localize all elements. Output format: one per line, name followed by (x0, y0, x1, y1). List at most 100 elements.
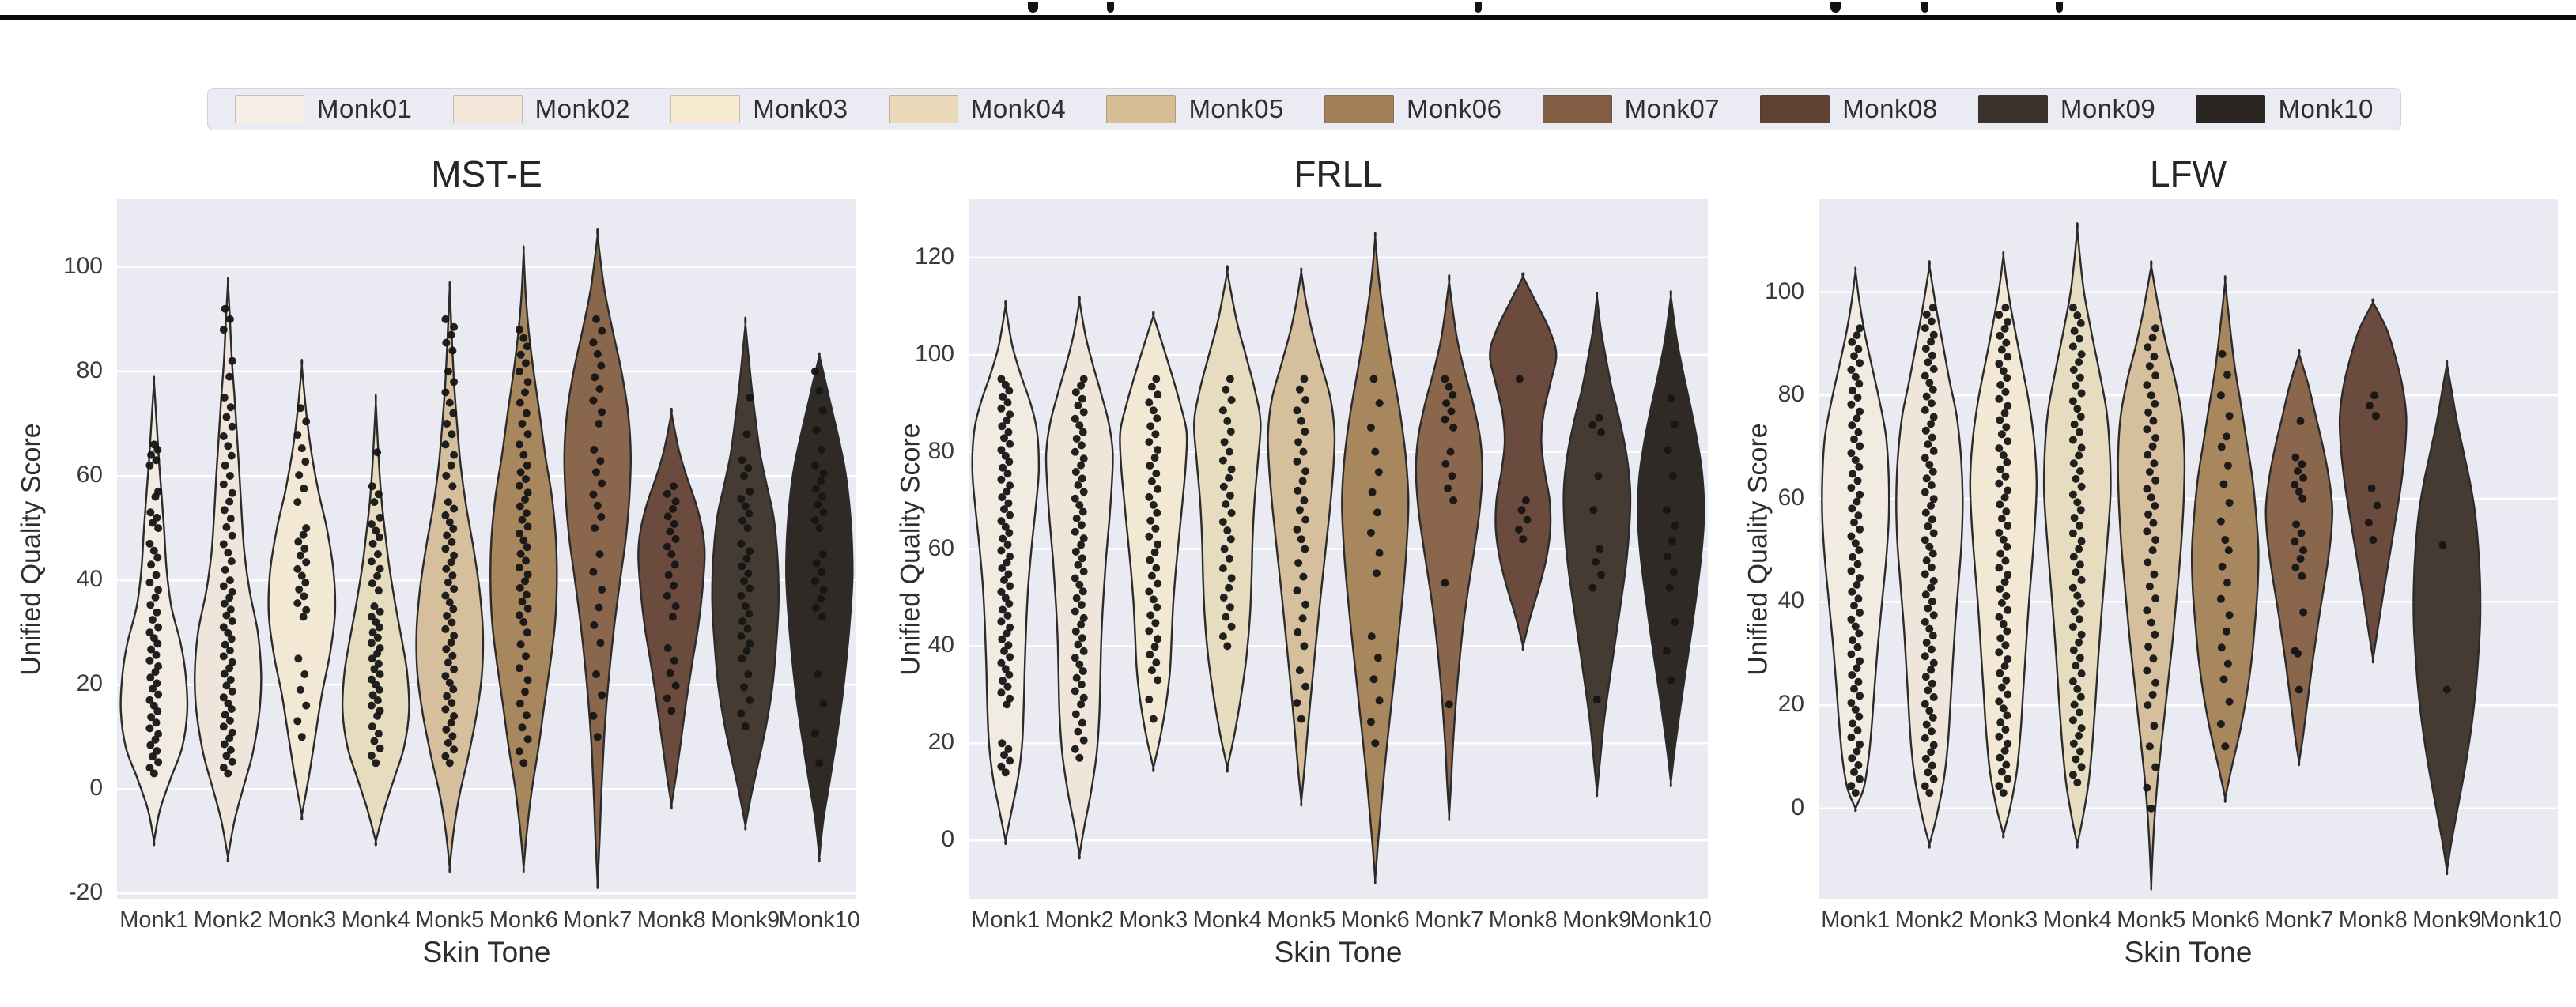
strip-dot (2298, 571, 2306, 580)
strip-dot (1154, 579, 1162, 588)
strip-dot (746, 547, 754, 556)
strip-dot (301, 458, 310, 466)
strip-dot (516, 583, 524, 592)
strip-dot (300, 485, 308, 493)
strip-dot (1996, 416, 2004, 424)
y-tick-label: 60 (927, 534, 954, 561)
y-axis-label-lfw: Unified Quality Score (1743, 423, 1773, 676)
strip-dot (2004, 605, 2012, 614)
strip-dot (743, 624, 752, 633)
strip-dot (293, 717, 302, 726)
strip-dot (1849, 470, 1857, 478)
strip-dot (1154, 485, 1162, 493)
strip-dot (738, 617, 747, 625)
strip-dot (2223, 371, 2231, 379)
strip-dot (1072, 514, 1081, 522)
strip-dot (1003, 398, 1012, 407)
strip-dot (367, 520, 376, 529)
strip-dot (1220, 545, 1229, 553)
strip-dot (1297, 417, 1305, 425)
strip-dot (2069, 459, 2078, 468)
legend-swatch-icon (888, 95, 958, 123)
strip-dot (1856, 407, 1864, 416)
strip-dot (1071, 447, 1079, 456)
strip-dot (1855, 629, 1864, 638)
violin-plot-lfw (1819, 199, 2558, 899)
strip-dot (444, 367, 452, 375)
x-tick-label-monk4: Monk4 (341, 907, 410, 933)
legend-swatch-icon (1760, 95, 1830, 123)
strip-dot (1995, 528, 2004, 537)
strip-dot (227, 451, 236, 460)
x-tick-label-monk9: Monk9 (1562, 907, 1632, 933)
x-tick-label-monk3: Monk3 (1119, 907, 1188, 933)
strip-dot (2004, 690, 2012, 699)
strip-dot (2004, 655, 2012, 663)
strip-dot (742, 554, 751, 563)
y-tick-label: 0 (941, 826, 954, 853)
strip-dot (2292, 520, 2301, 529)
strip-dot (448, 618, 456, 627)
strip-dot (450, 504, 459, 513)
strip-dot (444, 738, 452, 747)
strip-dot (1597, 571, 1606, 579)
strip-dot (1927, 481, 1936, 489)
clipped-letter-descender (1475, 2, 1482, 13)
strip-dot (2003, 374, 2011, 383)
legend-item-monk06: Monk06 (1324, 94, 1501, 124)
strip-dot (1999, 451, 2008, 459)
violin-plot-frll (969, 199, 1708, 899)
strip-dot (1849, 553, 1857, 561)
strip-dot (1853, 560, 1862, 568)
strip-dot (1921, 345, 1930, 353)
strip-dot (373, 448, 382, 457)
strip-dot (154, 662, 163, 670)
strip-dot (1373, 654, 1382, 662)
strip-dot (1445, 383, 1453, 391)
strip-dot (2295, 685, 2303, 694)
strip-dot (1150, 643, 1159, 651)
strip-dot (375, 533, 383, 541)
strip-dot (1848, 504, 1856, 513)
strip-dot (1225, 583, 1233, 592)
strip-dot (2077, 537, 2086, 545)
strip-dot (153, 639, 162, 648)
strip-dot (293, 431, 302, 439)
strip-dot (1929, 330, 1938, 339)
strip-dot (1921, 590, 1930, 599)
strip-dot (1921, 508, 1930, 517)
strip-dot (2299, 608, 2308, 617)
strip-dot (737, 495, 746, 504)
strip-dot (2072, 755, 2080, 764)
strip-dot (227, 635, 236, 643)
strip-dot (1077, 441, 1086, 450)
strip-dot (1925, 542, 1934, 551)
strip-dot (293, 564, 302, 573)
strip-dot (1927, 748, 1936, 756)
strip-dot (1000, 751, 1008, 760)
strip-dot (2001, 387, 2010, 396)
strip-dot (1225, 554, 1233, 563)
strip-dot (441, 388, 450, 397)
x-tick-label-monk3: Monk3 (1969, 907, 2038, 933)
strip-dot (149, 519, 157, 527)
strip-dot (1149, 715, 1158, 723)
strip-dot (2072, 381, 2080, 390)
strip-dot (1005, 599, 1014, 608)
strip-dot (1152, 375, 1161, 383)
strip-dot (2068, 716, 2077, 725)
strip-dot (2373, 501, 2381, 510)
strip-dot (1442, 399, 1451, 408)
strip-dot (1927, 338, 1936, 346)
strip-dot (523, 628, 531, 637)
violin-frll-monk2 (1044, 296, 1114, 860)
strip-dot (448, 537, 456, 546)
strip-dot (1441, 375, 1449, 383)
strip-dot (1079, 408, 1088, 417)
strip-dot (1006, 553, 1014, 560)
legend-label: Monk01 (317, 94, 413, 123)
strip-dot (1929, 741, 1938, 749)
strip-dot (1006, 694, 1014, 703)
strip-dot (2075, 522, 2083, 530)
strip-dot (2225, 697, 2234, 706)
